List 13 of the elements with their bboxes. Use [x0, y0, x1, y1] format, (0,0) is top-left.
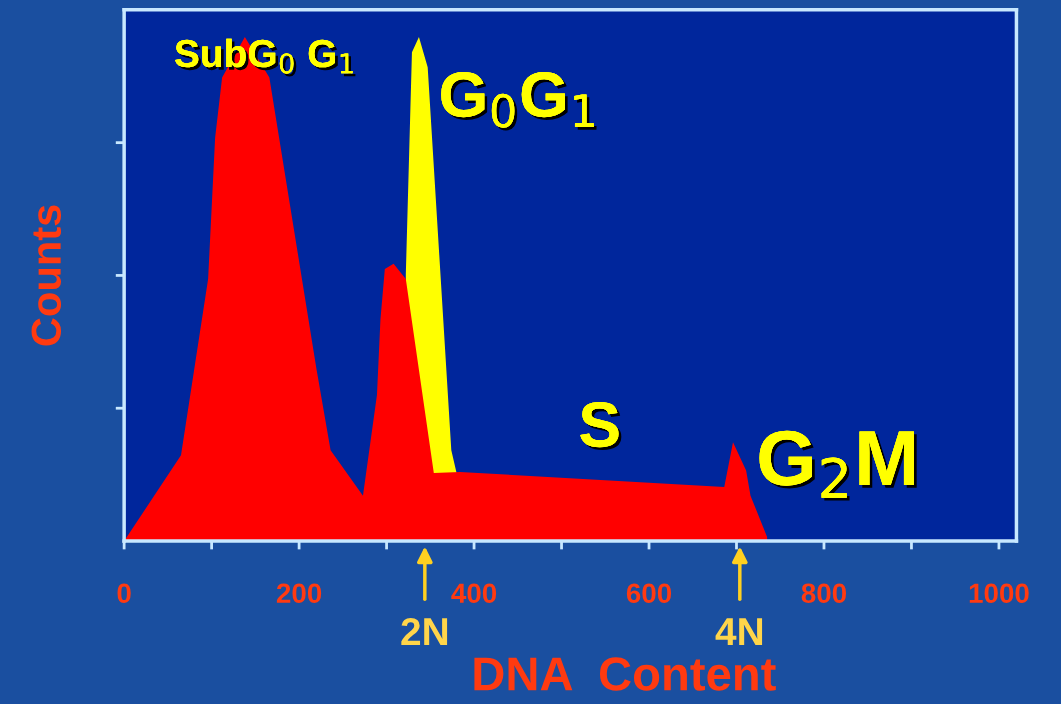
text: 2N — [401, 617, 448, 646]
annotation: G$_{2}$M — [759, 430, 917, 501]
x-tick-label: 800 — [801, 583, 847, 604]
x-axis-title: DNA Content — [474, 657, 776, 691]
annotation: S — [580, 401, 622, 450]
x-tick-label: 200 — [276, 583, 322, 604]
x-tick-label: 400 — [451, 583, 497, 604]
y-axis-title: Counts — [31, 205, 62, 346]
x-tick-label: 0 — [117, 583, 131, 604]
annotation: G$_{0}$G$_{1}$ — [441, 71, 597, 131]
x-tick-label: 1000 — [969, 583, 1029, 604]
x-tick-label: 600 — [626, 583, 672, 604]
text: 4N — [715, 618, 763, 646]
